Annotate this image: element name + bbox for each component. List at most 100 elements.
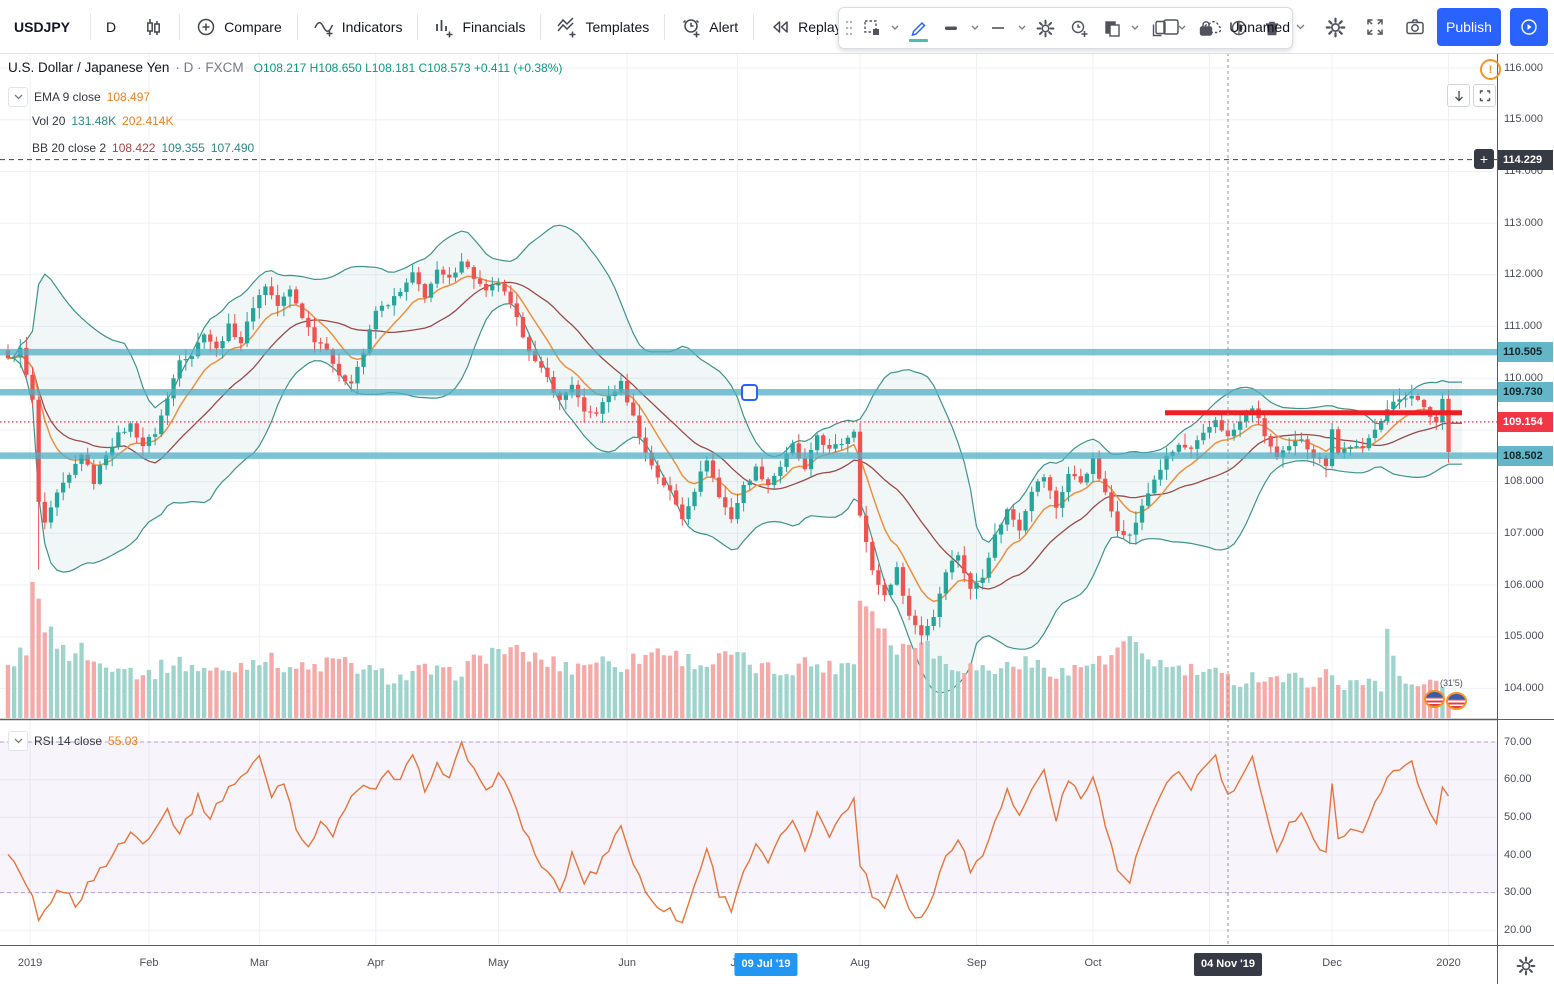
chart-style-button[interactable] [129, 8, 177, 46]
compare-button[interactable]: Compare [182, 8, 295, 46]
bollinger-legend[interactable]: BB 20 close 2 108.422 109.355 107.490 [32, 141, 254, 155]
price-axis[interactable]: 116.000 115.000 114.000 113.000 112.000 111.0… [1497, 53, 1554, 945]
line-width-caret[interactable] [968, 11, 982, 45]
rsi-tick-label: 30.00 [1504, 886, 1532, 899]
time-axis-badge: 09 Jul '19 [734, 953, 798, 976]
line-style-button[interactable] [982, 11, 1015, 45]
time-tick-label: Dec [1322, 957, 1342, 969]
alert-clock-icon [680, 16, 702, 38]
save-indicator-square-icon[interactable] [1153, 10, 1189, 44]
symbol-button[interactable]: USDJPY [0, 8, 88, 46]
remove-drawings-trash-icon[interactable] [1255, 11, 1288, 45]
pane-controls [1447, 84, 1496, 107]
layout-name-button[interactable]: Unnamed [1193, 10, 1313, 44]
time-axis-badge: 04 Nov '19 [1194, 953, 1262, 976]
selection-tool-caret[interactable] [888, 11, 902, 45]
price-tick-label: 113.000 [1504, 216, 1543, 229]
toolbar-drag-handle[interactable] [843, 11, 855, 45]
time-axis[interactable]: 2019FebMarAprMayJunJulAugSepOctDec202009… [0, 945, 1554, 984]
replay-label: Replay [798, 18, 842, 35]
volume-legend[interactable]: Vol 20 131.48K 202.414K [32, 114, 173, 128]
ema-legend[interactable]: EMA 9 close 108.497 [8, 87, 150, 107]
price-tick-label: 111.000 [1504, 320, 1543, 332]
publish-label: Publish [1446, 19, 1492, 35]
add-alert-plus-button[interactable]: + [1474, 149, 1494, 169]
flag-sticker-drawing[interactable]: (31'5) [1424, 678, 1480, 718]
price-tick-label: 107.000 [1504, 526, 1544, 539]
flag-ball-icon [1446, 692, 1467, 710]
volume-ma-value: 202.414K [122, 114, 174, 128]
selection-tool-button[interactable] [855, 11, 888, 45]
indicators-button[interactable]: Indicators [300, 8, 416, 46]
ema-value: 108.497 [106, 90, 151, 104]
ema-label: EMA 9 close [34, 90, 101, 104]
chart-area: U.S. Dollar / Japanese Yen · D · FXCM O1… [0, 53, 1554, 945]
draw-tool-button[interactable] [902, 11, 935, 45]
financials-button[interactable]: Financials [420, 8, 538, 46]
interval-button[interactable]: D [93, 8, 129, 46]
indicators-icon [313, 16, 335, 38]
time-tick-label: Feb [139, 957, 159, 969]
chart-settings-gear-icon[interactable] [1317, 10, 1353, 44]
volume-label: Vol 20 [32, 114, 66, 128]
templates-icon [556, 16, 578, 38]
replay-button[interactable]: Replay [756, 8, 855, 46]
symbol-label: USDJPY [14, 18, 71, 35]
rsi-legend-chevron-down-icon[interactable] [8, 731, 28, 751]
drawing-toolbar [838, 7, 1293, 49]
legend-chevron-down-icon[interactable] [8, 87, 28, 107]
layout-toolbar: Unnamed Publish [1153, 7, 1548, 47]
price-tick-label: 104.000 [1504, 681, 1544, 694]
layout-chevron-down-icon [1296, 24, 1305, 30]
price-axis-badge: 114.229 [1498, 149, 1553, 170]
ohlc-values: O108.217 H108.650 L108.181 C108.573 +0.4… [253, 60, 563, 75]
maximize-pane-icon[interactable] [1473, 84, 1496, 107]
toolbar-separator [90, 13, 92, 40]
drawing-anchor-handle[interactable] [741, 384, 758, 401]
clone-drawing-button[interactable] [1095, 11, 1128, 45]
rsi-pane-divider [1498, 718, 1554, 721]
toolbar-separator [296, 13, 298, 40]
price-tick-label: 110.000 [1504, 371, 1543, 384]
symbol-title: U.S. Dollar / Japanese Yen [8, 60, 170, 75]
rsi-label: RSI 14 close [34, 734, 103, 748]
timezone-settings-gear-icon[interactable] [1497, 946, 1554, 984]
line-width-button[interactable] [935, 11, 968, 45]
time-tick-label: Jun [618, 957, 636, 969]
templates-button[interactable]: Templates [543, 8, 662, 46]
rsi-legend[interactable]: RSI 14 close 55.03 [8, 731, 138, 751]
time-tick-label: May [488, 957, 509, 969]
compare-plus-icon [195, 16, 217, 38]
templates-label: Templates [585, 18, 650, 35]
bb-basis-value: 108.422 [112, 141, 156, 155]
main-series-legend[interactable]: U.S. Dollar / Japanese Yen · D · FXCM O1… [8, 60, 562, 75]
rsi-tick-label: 70.00 [1504, 735, 1532, 748]
alert-button[interactable]: Alert [667, 8, 751, 46]
interval-exchange-label: · D · FXCM [175, 60, 244, 75]
active-tool-indicator [909, 39, 928, 42]
price-axis-badge: 109.154 [1498, 411, 1553, 432]
toolbar-separator [664, 13, 666, 40]
price-chart-canvas[interactable] [0, 53, 1497, 945]
add-alert-on-drawing-button[interactable] [1062, 11, 1095, 45]
price-axis-badge: 110.505 [1498, 342, 1553, 363]
scroll-to-recent-arrow-icon[interactable] [1447, 84, 1470, 107]
compare-label: Compare [224, 18, 282, 35]
financials-icon [433, 16, 455, 38]
publish-button[interactable]: Publish [1437, 8, 1501, 46]
fullscreen-icon[interactable] [1357, 10, 1393, 44]
time-tick-label: Mar [249, 957, 269, 969]
line-style-caret[interactable] [1015, 11, 1029, 45]
clone-caret[interactable] [1128, 11, 1142, 45]
drawing-settings-gear-icon[interactable] [1029, 11, 1062, 45]
minimized-panel-play-button[interactable] [1510, 8, 1548, 46]
copy-caret[interactable] [1175, 11, 1189, 45]
financials-label: Financials [462, 18, 526, 35]
rsi-value: 55.03 [108, 734, 139, 748]
price-axis-badge: 108.502 [1498, 445, 1553, 466]
snapshot-camera-icon[interactable] [1397, 10, 1433, 44]
data-problem-alert-icon[interactable]: ! [1480, 59, 1501, 80]
hide-drawings-icon[interactable] [1222, 11, 1255, 45]
price-tick-label: 106.000 [1504, 578, 1544, 591]
